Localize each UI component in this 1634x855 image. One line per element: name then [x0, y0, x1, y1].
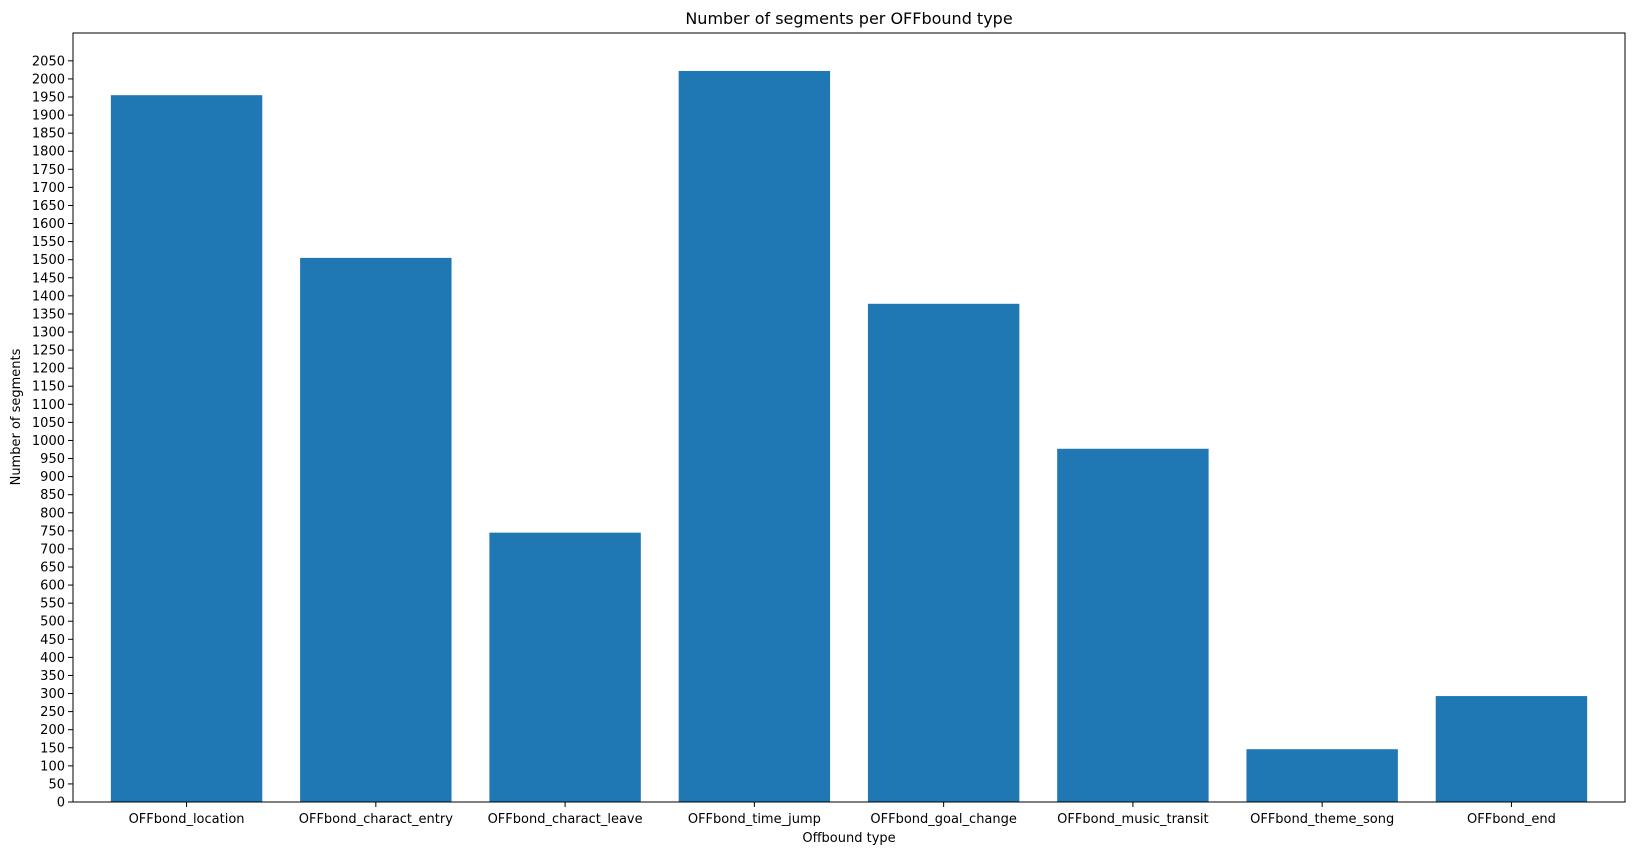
- y-tick-label: 2000: [32, 72, 65, 87]
- y-tick-label: 200: [40, 723, 65, 738]
- y-tick-label: 1950: [32, 90, 65, 105]
- y-tick-label: 850: [40, 488, 65, 503]
- y-tick-label: 2050: [32, 54, 65, 69]
- bars-layer: [110, 70, 1588, 803]
- bar-offbond-music-transit: [1057, 448, 1209, 802]
- bar-offbond-charact-entry: [300, 257, 452, 803]
- y-axis-label: Number of segments: [9, 348, 24, 485]
- y-tick-label: 0: [57, 796, 65, 811]
- y-tick-label: 1100: [32, 398, 65, 413]
- x-axis-label: Offbound type: [802, 831, 895, 846]
- bar-offbond-theme-song: [1246, 749, 1398, 802]
- y-tick-label: 950: [40, 452, 65, 467]
- y-tick-label: 400: [40, 651, 65, 666]
- bar-offbond-goal-change: [867, 303, 1020, 802]
- y-tick-label: 1850: [32, 127, 65, 142]
- x-tick-label: OFFbond_location: [129, 812, 245, 827]
- y-tick-label: 700: [40, 542, 65, 557]
- x-tick-label: OFFbond_charact_entry: [299, 812, 453, 827]
- y-tick-label: 1150: [32, 380, 65, 395]
- y-tick-label: 550: [40, 597, 65, 612]
- y-tick-label: 1500: [32, 253, 65, 268]
- y-tick-label: 1650: [32, 199, 65, 214]
- y-tick-label: 350: [40, 669, 65, 684]
- y-tick-label: 1900: [32, 109, 65, 124]
- bar-offbond-end: [1435, 696, 1588, 802]
- y-tick-label: 1750: [32, 163, 65, 178]
- y-tick-label: 300: [40, 687, 65, 702]
- bar-offbond-time-jump: [678, 70, 831, 803]
- y-axis: 0 50 100 150 200 250 300 350 400 450 500 550 600 650 7…: [32, 54, 73, 811]
- y-tick-label: 250: [40, 705, 65, 720]
- y-tick-label: 1200: [32, 362, 65, 377]
- x-tick-label: OFFbond_theme_song: [1250, 812, 1394, 827]
- y-tick-label: 100: [40, 759, 65, 774]
- y-tick-label: 1350: [32, 307, 65, 322]
- x-tick-label: OFFbond_music_transit: [1057, 812, 1208, 827]
- x-axis: OFFbond_location OFFbond_charact_entry OFF…: [129, 802, 1556, 827]
- y-tick-label: 150: [40, 741, 65, 756]
- bar-offbond-location: [110, 95, 263, 802]
- y-tick-label: 50: [48, 777, 65, 792]
- y-tick-label: 500: [40, 615, 65, 630]
- y-tick-label: 900: [40, 470, 65, 485]
- y-tick-label: 1050: [32, 416, 65, 431]
- x-tick-label: OFFbond_time_jump: [688, 812, 821, 827]
- y-tick-label: 1600: [32, 217, 65, 232]
- y-tick-label: 1250: [32, 344, 65, 359]
- y-tick-label: 1550: [32, 235, 65, 250]
- y-tick-label: 1450: [32, 271, 65, 286]
- y-tick-label: 1000: [32, 434, 65, 449]
- y-tick-label: 1300: [32, 325, 65, 340]
- y-tick-label: 750: [40, 524, 65, 539]
- y-tick-label: 1400: [32, 289, 65, 304]
- y-tick-label: 1700: [32, 181, 65, 196]
- x-tick-label: OFFbond_charact_leave: [488, 812, 643, 827]
- x-tick-label: OFFbond_goal_change: [870, 812, 1017, 827]
- y-tick-label: 600: [40, 579, 65, 594]
- plot-frame: [72, 32, 1626, 803]
- y-tick-label: 450: [40, 633, 65, 648]
- bar-offbond-charact-leave: [489, 532, 641, 802]
- y-tick-label: 800: [40, 506, 65, 521]
- chart-title: Number of segments per OFFbound type: [685, 9, 1012, 28]
- y-tick-label: 650: [40, 560, 65, 575]
- y-tick-label: 1800: [32, 145, 65, 160]
- x-tick-label: OFFbond_end: [1467, 812, 1556, 827]
